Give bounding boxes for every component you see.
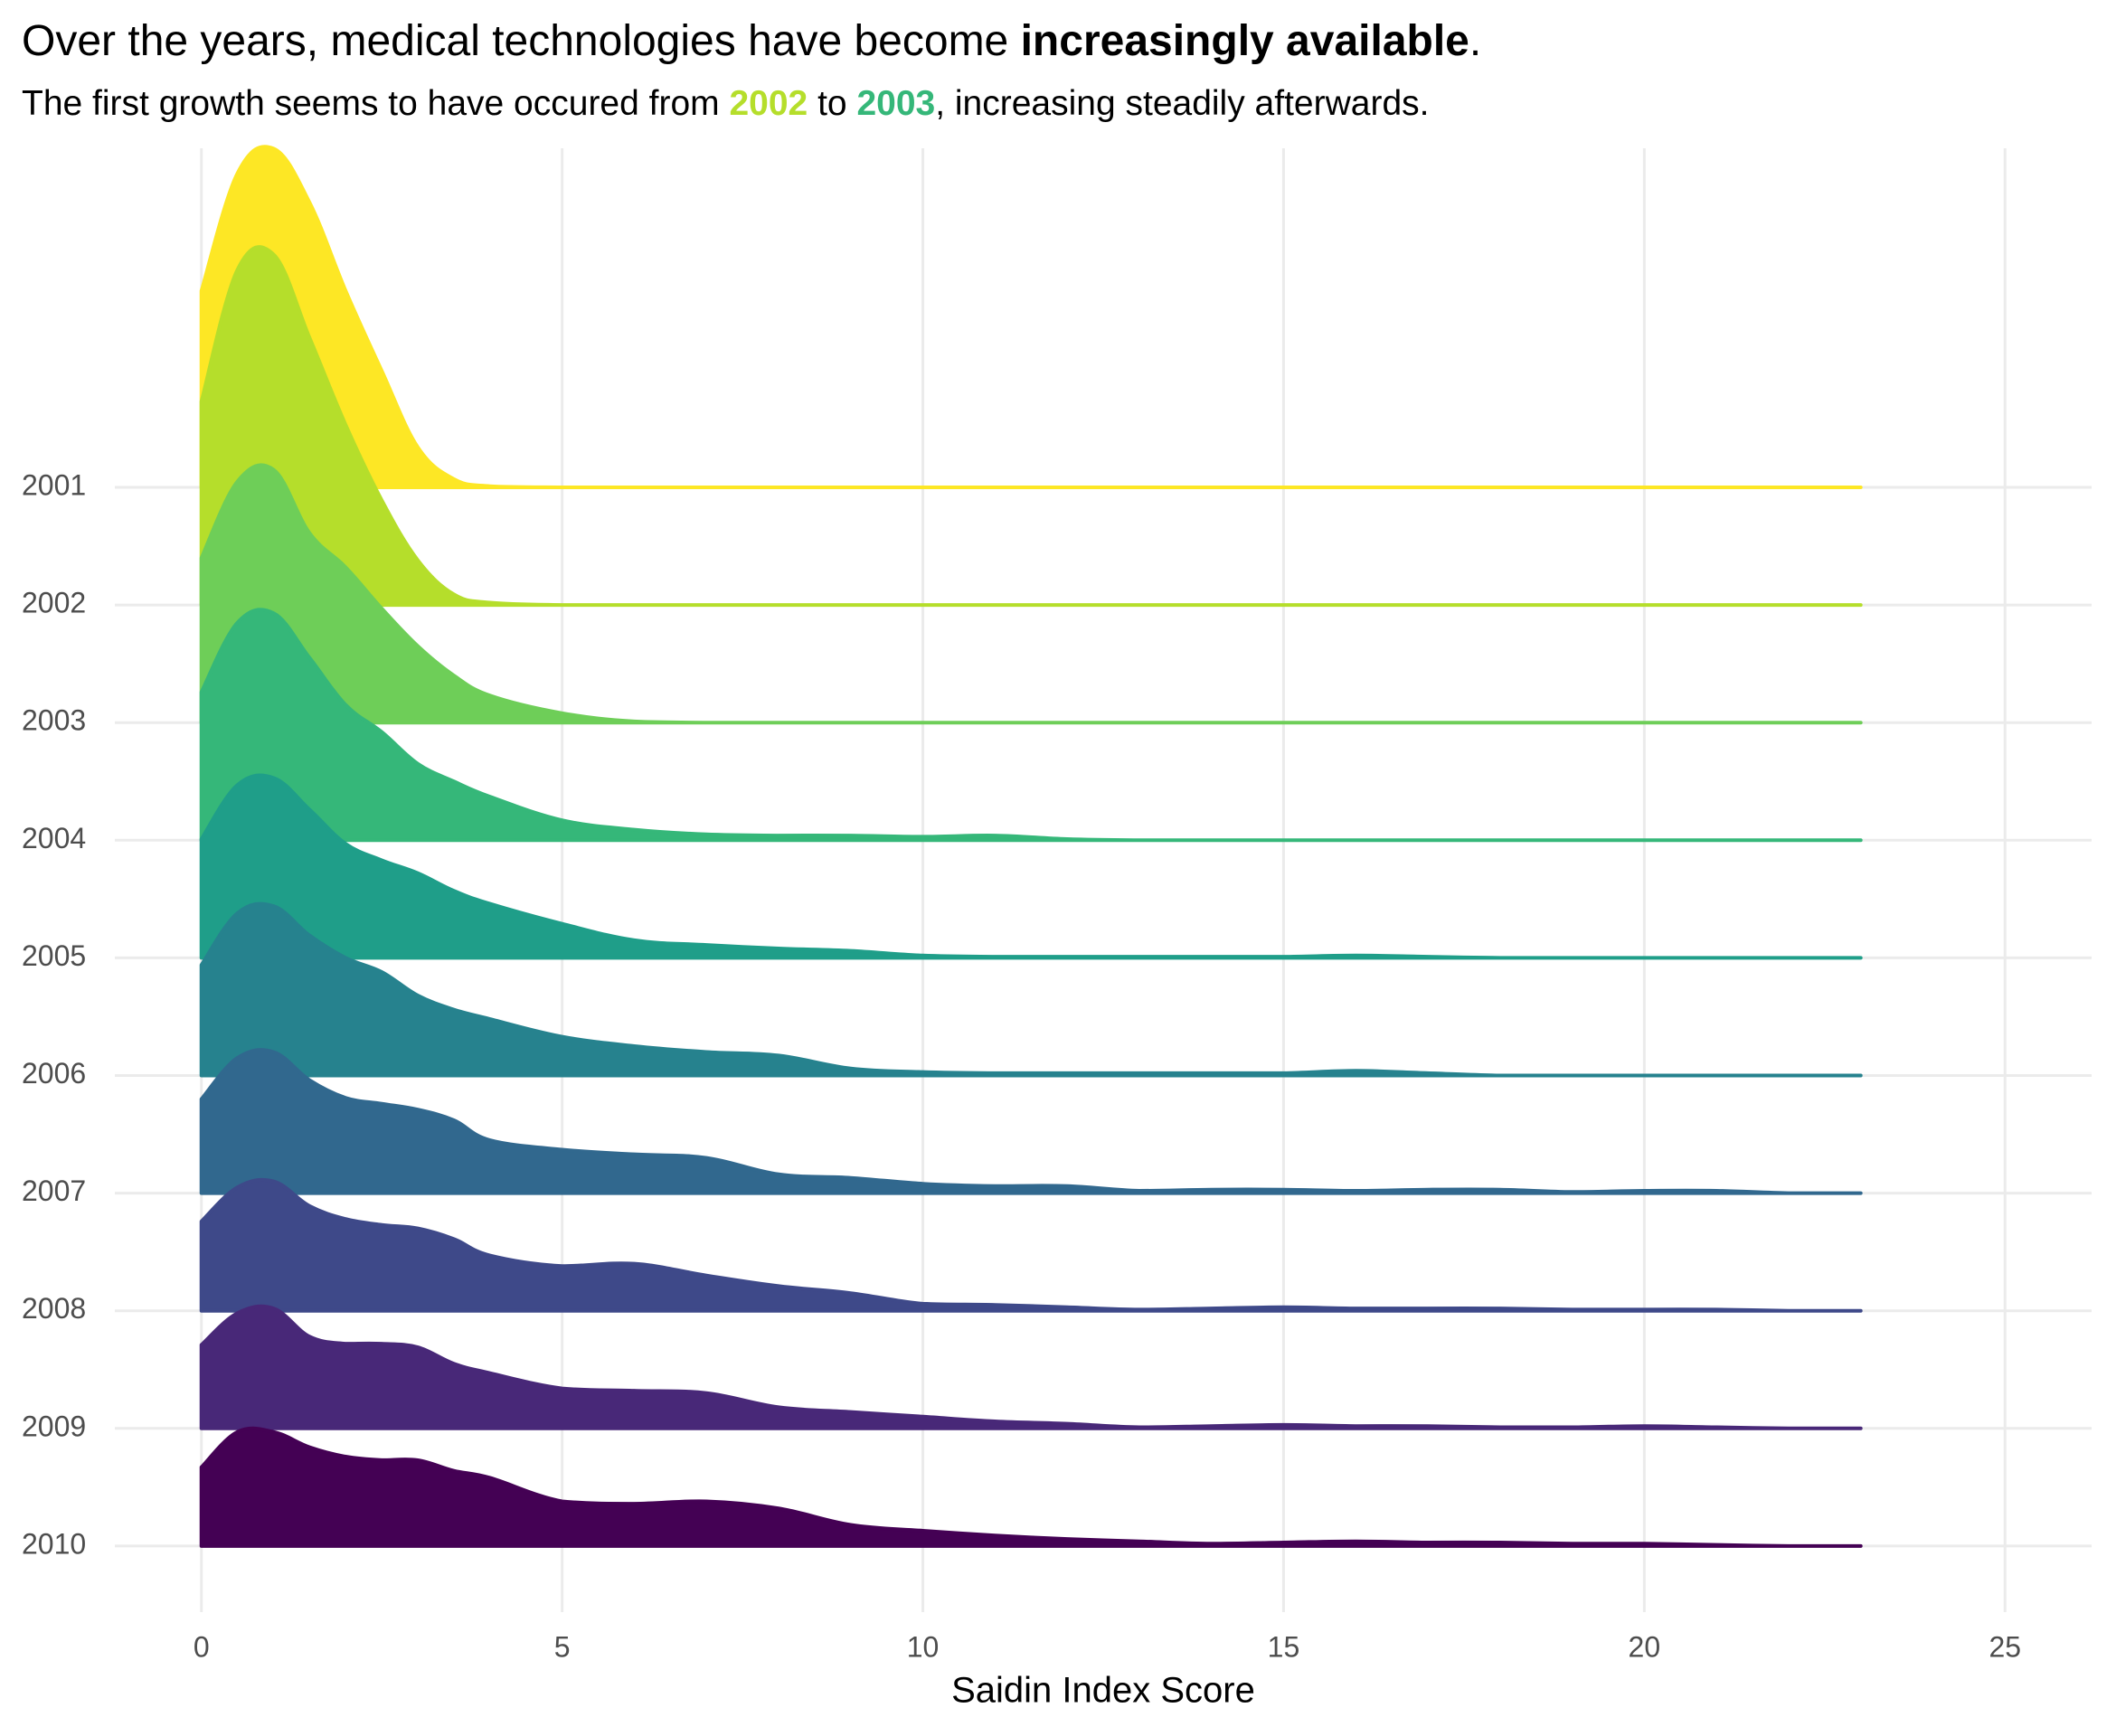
subtitle-segment: , increasing steadily afterwards. (935, 84, 1429, 123)
ridge-area (199, 145, 1863, 490)
y-tick-label: 2002 (22, 587, 86, 619)
chart-subtitle: The first growth seems to have occured f… (22, 84, 1429, 123)
x-tick-label: 15 (1268, 1630, 1300, 1663)
ridge-area (199, 463, 1863, 725)
y-tick-label: 2010 (22, 1527, 86, 1560)
x-tick-label: 10 (907, 1630, 940, 1663)
ridge-area (199, 773, 1863, 960)
ridge-area (199, 1304, 1863, 1430)
y-tick-label: 2005 (22, 939, 86, 972)
y-tick-label: 2003 (22, 704, 86, 737)
ridge-area (199, 608, 1863, 843)
y-tick-label: 2009 (22, 1410, 86, 1442)
subtitle-segment: The first growth seems to have occured f… (22, 84, 729, 123)
y-tick-label: 2006 (22, 1057, 86, 1090)
ridge-area (199, 901, 1863, 1078)
y-tick-label: 2007 (22, 1175, 86, 1207)
ridge-area (199, 245, 1863, 608)
y-tick-label: 2001 (22, 468, 86, 501)
subtitle-segment: 2003 (856, 84, 935, 123)
ridge-area (199, 1177, 1863, 1313)
x-axis-title: Saidin Index Score (951, 1671, 1255, 1711)
y-tick-label: 2004 (22, 822, 86, 854)
x-tick-label: 0 (194, 1630, 210, 1663)
title-segment: . (1469, 17, 1481, 65)
y-tick-label: 2008 (22, 1292, 86, 1325)
title-segment: increasingly available (1021, 17, 1469, 65)
x-tick-label: 25 (1988, 1630, 2021, 1663)
x-tick-label: 5 (554, 1630, 571, 1663)
ridge-area (199, 1426, 1863, 1548)
ridges (199, 145, 1863, 1548)
subtitle-segment: to (808, 84, 856, 123)
subtitle-segment: 2002 (729, 84, 808, 123)
chart-title: Over the years, medical technologies hav… (22, 17, 1481, 65)
ridge-area (199, 1048, 1863, 1195)
x-tick-label: 20 (1629, 1630, 1661, 1663)
title-segment: Over the years, medical technologies hav… (22, 17, 1021, 65)
